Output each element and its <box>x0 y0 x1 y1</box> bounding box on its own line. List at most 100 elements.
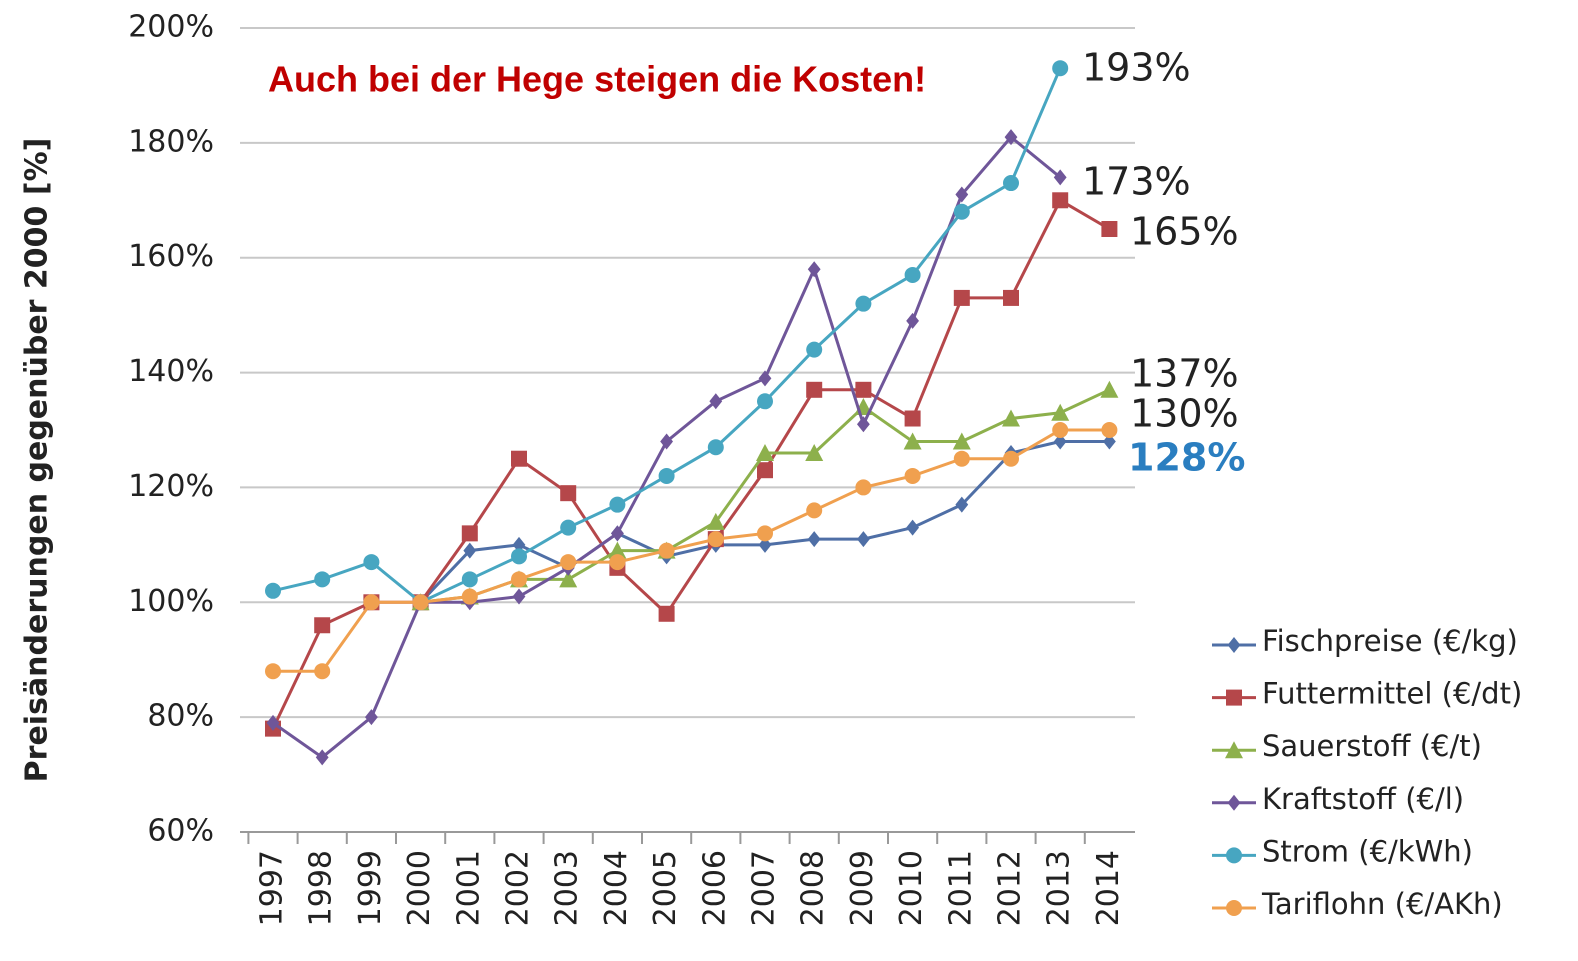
legend-label: Futtermittel (€/dt) <box>1262 677 1522 711</box>
y-tick-label: 160% <box>128 239 214 274</box>
data-point <box>511 548 527 565</box>
data-point <box>1101 422 1118 438</box>
data-point <box>709 393 723 410</box>
data-point <box>955 496 969 513</box>
series-line <box>273 428 1110 673</box>
y-tick-label: 140% <box>128 354 214 389</box>
x-tick-label: 2001 <box>451 850 486 926</box>
x-tick-label: 1998 <box>304 850 339 926</box>
data-point <box>265 663 281 680</box>
x-tick-label: 1997 <box>255 850 290 926</box>
data-point <box>855 295 872 312</box>
legend-label: Kraftstoff (€/l) <box>1262 782 1464 816</box>
data-point <box>658 605 675 622</box>
data-point <box>511 450 527 467</box>
data-point <box>560 519 577 536</box>
legend-marker <box>1225 741 1243 759</box>
y-tick-label: 120% <box>128 469 214 504</box>
x-tick-label: 2013 <box>1042 850 1077 926</box>
data-point <box>1101 221 1118 237</box>
data-point <box>315 749 329 766</box>
data-point <box>953 289 970 306</box>
data-point <box>807 531 821 548</box>
annotation: 130% <box>1130 392 1239 436</box>
data-point <box>906 312 919 329</box>
data-point <box>903 432 922 450</box>
data-point <box>1052 60 1069 77</box>
y-axis-label: Preisänderungen gegenüber 2000 [%] <box>20 138 55 783</box>
data-point <box>756 443 774 461</box>
data-point <box>463 542 477 559</box>
data-point <box>857 531 870 548</box>
x-tick-label: 2012 <box>993 850 1028 926</box>
data-point <box>363 554 380 571</box>
data-point <box>857 416 870 433</box>
data-point <box>609 496 626 513</box>
data-point <box>904 467 921 484</box>
data-point <box>560 485 577 502</box>
annotation: 173% <box>1082 160 1191 204</box>
data-point <box>904 410 921 427</box>
data-point <box>265 582 281 599</box>
data-point <box>1004 129 1018 146</box>
legend-marker <box>1226 689 1242 706</box>
data-point <box>906 519 919 536</box>
legend-marker <box>1227 637 1241 653</box>
data-point <box>314 571 331 588</box>
data-point <box>314 663 331 680</box>
legend-label: Tariflohn (€/AKh) <box>1261 887 1503 921</box>
y-tick-label: 180% <box>128 124 214 159</box>
x-tick-label: 2003 <box>550 850 585 926</box>
legend-label: Fischpreise (€/kg) <box>1262 624 1518 658</box>
data-point <box>363 594 380 611</box>
data-point <box>1100 380 1119 398</box>
data-point <box>757 462 773 479</box>
legend-label: Sauerstoff (€/t) <box>1262 729 1482 763</box>
data-point <box>658 542 675 559</box>
data-point <box>608 541 627 559</box>
data-point <box>1052 422 1069 438</box>
annotation: 193% <box>1082 46 1191 90</box>
data-point <box>461 571 478 588</box>
data-point <box>806 502 823 519</box>
data-point <box>314 617 331 634</box>
data-point <box>953 203 970 220</box>
data-point <box>1053 169 1067 186</box>
data-point <box>660 433 673 450</box>
x-tick-label: 2000 <box>402 850 437 926</box>
data-point <box>757 525 773 542</box>
data-point <box>706 512 725 530</box>
data-point <box>1052 192 1069 209</box>
x-tick-label: 2006 <box>697 850 732 926</box>
data-point <box>1051 403 1070 421</box>
data-point <box>658 467 675 484</box>
chart-title: Auch bei der Hege steigen die Kosten! <box>268 59 926 100</box>
y-tick-label: 100% <box>128 584 214 619</box>
data-point <box>609 554 626 571</box>
data-point <box>1053 433 1067 450</box>
data-point <box>512 588 526 605</box>
data-point <box>266 714 280 731</box>
data-point <box>955 186 969 203</box>
data-point <box>952 432 971 450</box>
y-tick-label: 200% <box>128 10 214 45</box>
data-point <box>855 479 872 496</box>
data-point <box>1103 433 1116 450</box>
data-point <box>806 341 823 358</box>
x-tick-label: 2009 <box>845 850 880 926</box>
annotation: 165% <box>1130 210 1239 254</box>
series-line <box>272 67 1062 605</box>
data-point <box>412 594 429 611</box>
x-tick-label: 2004 <box>599 850 634 926</box>
data-point <box>461 588 478 605</box>
x-tick-label: 2002 <box>501 850 536 926</box>
data-point <box>1003 289 1019 306</box>
data-point <box>611 525 624 542</box>
x-tick-label: 2005 <box>648 850 683 926</box>
data-point <box>855 381 872 398</box>
data-point <box>757 393 773 410</box>
legend-marker <box>1226 900 1242 916</box>
x-tick-label: 2010 <box>894 850 929 926</box>
x-tick-label: 2008 <box>796 850 831 926</box>
